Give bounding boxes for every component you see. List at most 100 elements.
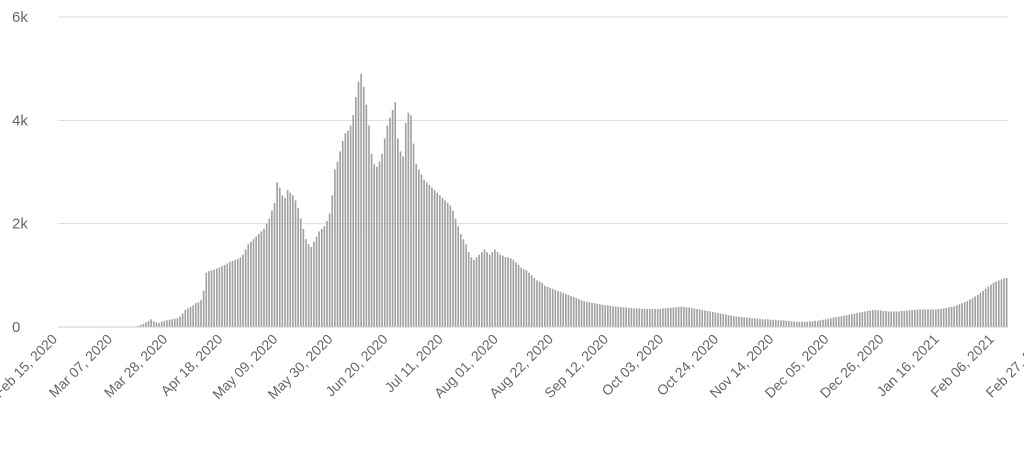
bar	[402, 156, 404, 327]
bar	[591, 302, 593, 327]
bar	[271, 210, 273, 327]
bar	[315, 236, 318, 327]
bar	[641, 308, 643, 327]
bar	[606, 305, 609, 327]
bar	[187, 308, 189, 327]
bar	[242, 254, 244, 327]
bar	[399, 151, 402, 327]
bar	[373, 164, 376, 327]
bar	[420, 174, 423, 327]
bar	[730, 315, 732, 327]
bar	[627, 307, 630, 327]
bar	[302, 228, 305, 327]
bar	[746, 317, 748, 327]
bars	[134, 73, 1008, 327]
bar	[512, 259, 515, 327]
bar	[439, 195, 441, 327]
bar	[284, 197, 286, 327]
bar	[189, 306, 192, 327]
bar	[289, 192, 292, 327]
bar	[984, 288, 987, 327]
bar	[680, 306, 683, 327]
bar	[614, 306, 617, 327]
bar	[727, 315, 730, 327]
bar	[215, 268, 218, 327]
bar	[483, 249, 486, 327]
bar	[1003, 278, 1005, 327]
bar	[559, 291, 562, 327]
bar	[927, 309, 929, 327]
bar	[383, 138, 386, 327]
bar	[759, 318, 761, 327]
bar	[683, 306, 685, 327]
bar	[173, 318, 176, 327]
bar	[517, 265, 520, 327]
bar	[549, 287, 551, 327]
bar	[690, 307, 693, 327]
bar	[299, 218, 302, 327]
bar	[407, 112, 410, 327]
bar	[832, 317, 835, 327]
bar	[147, 320, 150, 327]
bar	[323, 226, 326, 327]
bar	[467, 252, 470, 327]
bar	[956, 305, 958, 327]
bar	[1005, 277, 1008, 327]
bar	[604, 305, 606, 327]
bar	[368, 125, 370, 327]
bar	[656, 308, 659, 327]
bar	[593, 303, 596, 327]
bar	[444, 200, 446, 327]
bar	[446, 203, 449, 327]
bar	[239, 257, 242, 327]
bar	[722, 314, 725, 327]
bar	[564, 293, 567, 327]
bar	[924, 309, 927, 327]
bar	[499, 254, 502, 327]
bar	[386, 125, 389, 327]
bar	[260, 231, 263, 327]
bar	[142, 323, 145, 327]
bar	[698, 309, 701, 327]
bar	[969, 299, 971, 327]
bar	[719, 313, 722, 327]
bar	[732, 316, 735, 327]
bar	[460, 234, 462, 327]
y-tick-label: 0	[12, 319, 20, 336]
bar	[244, 249, 247, 327]
y-tick-label: 4k	[12, 112, 28, 129]
bar	[263, 228, 265, 327]
bar	[194, 303, 197, 327]
bar	[137, 325, 139, 327]
bar	[344, 133, 347, 327]
bar	[158, 322, 160, 327]
bar	[945, 307, 948, 327]
bar	[756, 318, 759, 327]
bar	[575, 298, 578, 327]
bar	[488, 254, 491, 327]
bar	[286, 190, 289, 327]
bar	[292, 195, 294, 327]
bar	[914, 309, 916, 327]
bar	[782, 320, 785, 327]
bar	[313, 241, 315, 327]
bar	[858, 312, 861, 327]
bar	[551, 288, 554, 327]
bar	[160, 321, 163, 327]
bar	[213, 269, 215, 327]
bar	[454, 218, 457, 327]
bar	[966, 301, 969, 327]
bar	[268, 218, 271, 327]
bar	[809, 321, 811, 327]
bar	[341, 141, 344, 327]
bar	[669, 307, 672, 327]
bar	[412, 143, 415, 327]
bar	[893, 311, 895, 327]
bar	[376, 166, 378, 327]
bar	[819, 320, 822, 327]
bar	[273, 203, 276, 327]
bar	[685, 307, 688, 327]
bar	[620, 306, 622, 327]
bar	[790, 321, 793, 327]
